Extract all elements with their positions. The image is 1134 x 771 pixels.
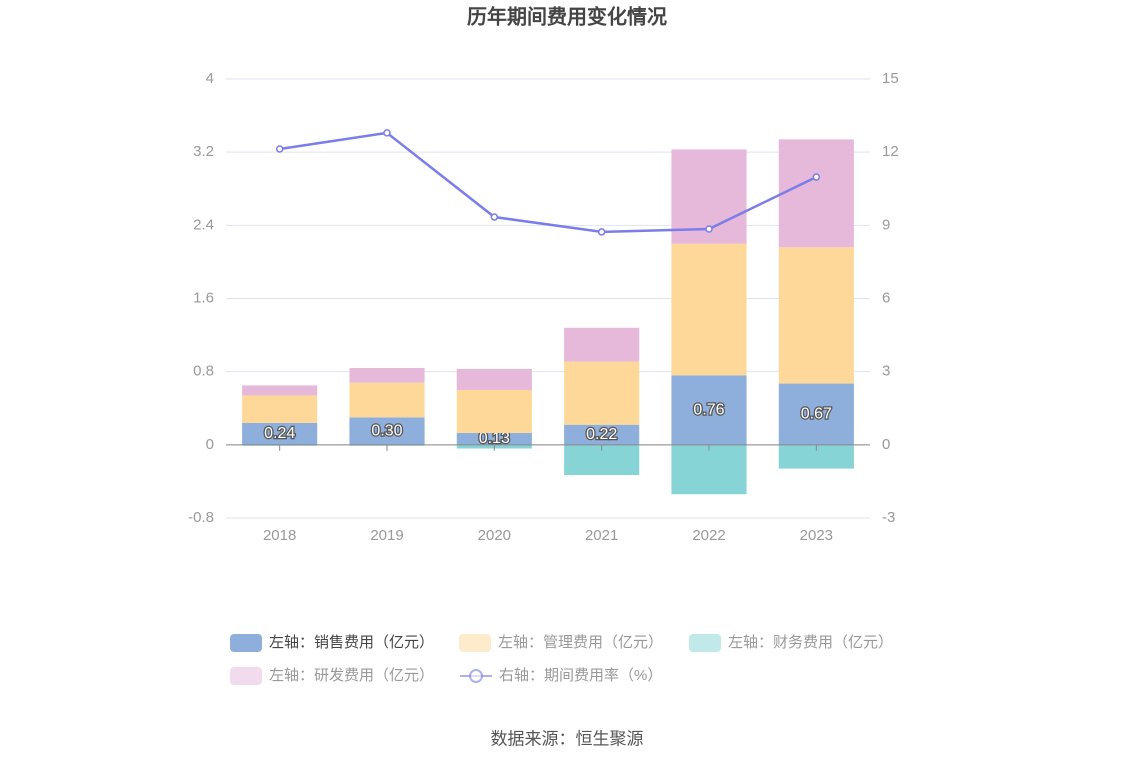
y-tick-label: -0.8 bbox=[188, 509, 214, 526]
chart-title: 历年期间费用变化情况 bbox=[467, 4, 667, 28]
legend-swatch bbox=[459, 634, 491, 652]
y2-tick-label: 15 bbox=[882, 70, 899, 87]
data-label: 0.22 bbox=[586, 426, 617, 443]
legend-item[interactable]: 左轴：研发费用（亿元） bbox=[230, 667, 434, 685]
bar bbox=[564, 361, 640, 425]
bar bbox=[778, 247, 854, 384]
bar bbox=[564, 424, 640, 445]
x-tick-label: 2022 bbox=[692, 527, 725, 544]
bar bbox=[456, 432, 532, 445]
y-tick-label: 3.2 bbox=[193, 143, 214, 160]
line-point bbox=[597, 228, 606, 236]
x-tick-label: 2023 bbox=[800, 527, 833, 544]
legend-swatch bbox=[469, 669, 483, 683]
y2-tick-label: 9 bbox=[882, 216, 890, 233]
x-tick-label: 2018 bbox=[263, 527, 296, 544]
bar bbox=[242, 422, 318, 445]
line-point bbox=[275, 145, 284, 153]
bar bbox=[349, 382, 425, 418]
data-label: 0.24 bbox=[264, 425, 295, 442]
bar bbox=[671, 375, 747, 445]
legend-swatch bbox=[230, 634, 262, 652]
legend-label: 左轴：研发费用（亿元） bbox=[269, 667, 434, 684]
legend-swatch bbox=[689, 634, 721, 652]
y2-tick-label: 3 bbox=[882, 363, 890, 380]
bar bbox=[778, 444, 854, 469]
y-tick-label: 0.8 bbox=[193, 363, 214, 380]
data-label: 0.13 bbox=[479, 430, 510, 447]
y-tick-label: 4 bbox=[206, 70, 214, 87]
bar bbox=[242, 395, 318, 423]
legend-label: 左轴：销售费用（亿元） bbox=[269, 634, 434, 651]
y2-tick-label: 6 bbox=[882, 289, 890, 306]
y2-tick-label: -3 bbox=[882, 509, 895, 526]
line bbox=[279, 131, 817, 234]
source: 数据来源：恒生聚源 bbox=[491, 729, 644, 748]
x-tick-label: 2019 bbox=[370, 527, 403, 544]
y2-tick-label: 12 bbox=[882, 143, 899, 160]
line-point bbox=[383, 129, 391, 137]
data-label: 0.67 bbox=[801, 405, 832, 422]
bar bbox=[349, 368, 425, 383]
line-point bbox=[812, 173, 821, 181]
bar bbox=[671, 243, 747, 376]
y-tick-label: 2.4 bbox=[193, 216, 214, 233]
bar bbox=[242, 385, 318, 396]
bar bbox=[671, 444, 747, 495]
x-tick-label: 2021 bbox=[585, 527, 618, 544]
legend-item[interactable]: 左轴：管理费用（亿元） bbox=[459, 634, 663, 652]
line-point bbox=[490, 213, 499, 221]
y-tick-label: 0 bbox=[206, 436, 214, 453]
y2-tick-label: 0 bbox=[882, 436, 890, 453]
bar bbox=[456, 389, 532, 433]
line-point bbox=[705, 225, 713, 233]
legend-item[interactable]: 右轴：期间费用率（%） bbox=[460, 667, 662, 684]
legend-item[interactable]: 左轴：财务费用（亿元） bbox=[689, 634, 893, 652]
y-tick-label: 1.6 bbox=[193, 289, 214, 306]
legend-label: 左轴：管理费用（亿元） bbox=[498, 634, 663, 651]
legend-label: 右轴：期间费用率（%） bbox=[499, 667, 662, 684]
legend-item[interactable]: 左轴：销售费用（亿元） bbox=[230, 634, 434, 652]
data-label: 0.30 bbox=[371, 422, 402, 439]
bar bbox=[456, 368, 532, 390]
bar bbox=[349, 417, 425, 445]
data-label: 0.76 bbox=[693, 401, 724, 418]
bar bbox=[564, 327, 640, 362]
legend-label: 左轴：财务费用（亿元） bbox=[728, 634, 893, 651]
bar bbox=[778, 139, 854, 248]
x-tick-label: 2020 bbox=[478, 527, 511, 544]
legend-swatch bbox=[230, 667, 262, 685]
bar bbox=[778, 383, 854, 445]
